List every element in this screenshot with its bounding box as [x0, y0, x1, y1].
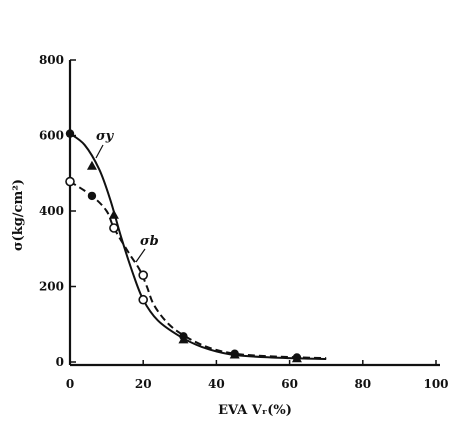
data-point-sigma-y: [65, 129, 75, 138]
y-tick-label: 600: [39, 129, 64, 143]
series-label-sigma-b: σb: [140, 234, 159, 249]
sigma-y-leader: [95, 144, 104, 159]
y-axis-label: σ(kg/cm²): [11, 179, 26, 251]
data-point-sigma-b: [109, 223, 119, 233]
data-point-sigma-b: [65, 176, 75, 187]
y-tick-label: 800: [39, 53, 64, 67]
x-tick-label: 0: [66, 377, 74, 391]
data-point-sigma-b: [138, 294, 148, 305]
data-point-sigma-b: [138, 270, 148, 280]
data-point-sigma-b: [292, 353, 302, 362]
series-line-sigma-b: [69, 180, 327, 360]
data-point-sigma-y: [86, 160, 97, 170]
x-tick-label: 60: [281, 377, 298, 391]
x-tick-label: 80: [354, 377, 371, 391]
x-tick-label: 100: [423, 377, 448, 391]
x-tick-label: 20: [135, 377, 152, 391]
x-axis-label: EVA Vᵣ(%): [218, 403, 292, 418]
data-point-sigma-b: [179, 332, 188, 341]
y-tick-label: 200: [39, 280, 64, 294]
y-tick-label: 400: [39, 204, 64, 218]
data-point-sigma-b: [87, 191, 97, 201]
y-tick-label: 0: [56, 355, 64, 369]
x-tick-label: 40: [208, 377, 225, 391]
data-point-sigma-y: [108, 209, 119, 219]
series-label-sigma-y: σy: [96, 129, 115, 144]
sigma-b-leader: [135, 248, 146, 263]
series-line-sigma-y: [69, 132, 327, 360]
data-point-sigma-b: [230, 349, 239, 358]
